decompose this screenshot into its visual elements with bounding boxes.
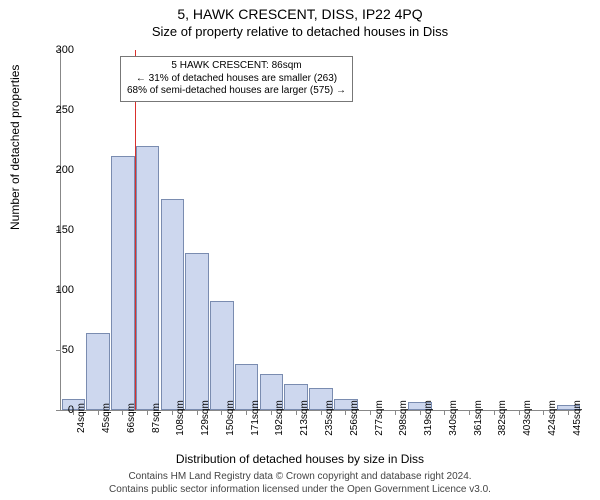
xtick-mark [543, 410, 544, 415]
xtick-mark [420, 410, 421, 415]
ytick-label: 250 [42, 104, 74, 116]
bar [136, 146, 160, 410]
bar [111, 156, 135, 410]
xtick-mark [296, 410, 297, 415]
xtick-label: 256sqm [349, 400, 360, 436]
xtick-label: 445sqm [572, 400, 583, 436]
xtick-mark [271, 410, 272, 415]
xtick-mark [172, 410, 173, 415]
xtick-mark [370, 410, 371, 415]
xtick-label: 403sqm [522, 400, 533, 436]
xtick-mark [147, 410, 148, 415]
annotation-line: 5 HAWK CRESCENT: 86sqm [127, 60, 346, 73]
y-axis-label: Number of detached properties [8, 65, 22, 230]
footer-line-1: Contains HM Land Registry data © Crown c… [0, 471, 600, 484]
ytick-label: 100 [42, 284, 74, 296]
ytick-label: 50 [42, 344, 74, 356]
marker-line [135, 50, 137, 410]
bar [185, 253, 209, 410]
ytick-label: 300 [42, 44, 74, 56]
page-subtitle: Size of property relative to detached ho… [0, 22, 600, 39]
plot: 24sqm45sqm66sqm87sqm108sqm129sqm150sqm17… [60, 50, 581, 411]
xtick-label: 340sqm [448, 400, 459, 436]
annotation-box: 5 HAWK CRESCENT: 86sqm← 31% of detached … [120, 56, 353, 102]
xtick-mark [494, 410, 495, 415]
xtick-mark [122, 410, 123, 415]
x-axis-label: Distribution of detached houses by size … [0, 452, 600, 466]
bar [161, 199, 185, 410]
footer-line-2: Contains public sector information licen… [0, 484, 600, 497]
xtick-label: 319sqm [423, 400, 434, 436]
xtick-mark [469, 410, 470, 415]
xtick-label: 361sqm [473, 400, 484, 436]
xtick-mark [345, 410, 346, 415]
ytick-label: 200 [42, 164, 74, 176]
xtick-mark [197, 410, 198, 415]
page-title: 5, HAWK CRESCENT, DISS, IP22 4PQ [0, 0, 600, 22]
xtick-mark [246, 410, 247, 415]
ytick-label: 0 [42, 404, 74, 416]
xtick-label: 382sqm [497, 400, 508, 436]
xtick-mark [395, 410, 396, 415]
chart-container: 5, HAWK CRESCENT, DISS, IP22 4PQ Size of… [0, 0, 600, 500]
footer-attribution: Contains HM Land Registry data © Crown c… [0, 471, 600, 496]
plot-area: 24sqm45sqm66sqm87sqm108sqm129sqm150sqm17… [60, 50, 580, 410]
xtick-mark [519, 410, 520, 415]
xtick-mark [568, 410, 569, 415]
xtick-mark [321, 410, 322, 415]
annotation-line: ← 31% of detached houses are smaller (26… [127, 73, 346, 86]
annotation-line: 68% of semi-detached houses are larger (… [127, 85, 346, 98]
xtick-mark [444, 410, 445, 415]
bar [86, 333, 110, 410]
bar [210, 301, 234, 410]
xtick-mark [221, 410, 222, 415]
xtick-label: 277sqm [374, 400, 385, 436]
ytick-label: 150 [42, 224, 74, 236]
xtick-mark [98, 410, 99, 415]
